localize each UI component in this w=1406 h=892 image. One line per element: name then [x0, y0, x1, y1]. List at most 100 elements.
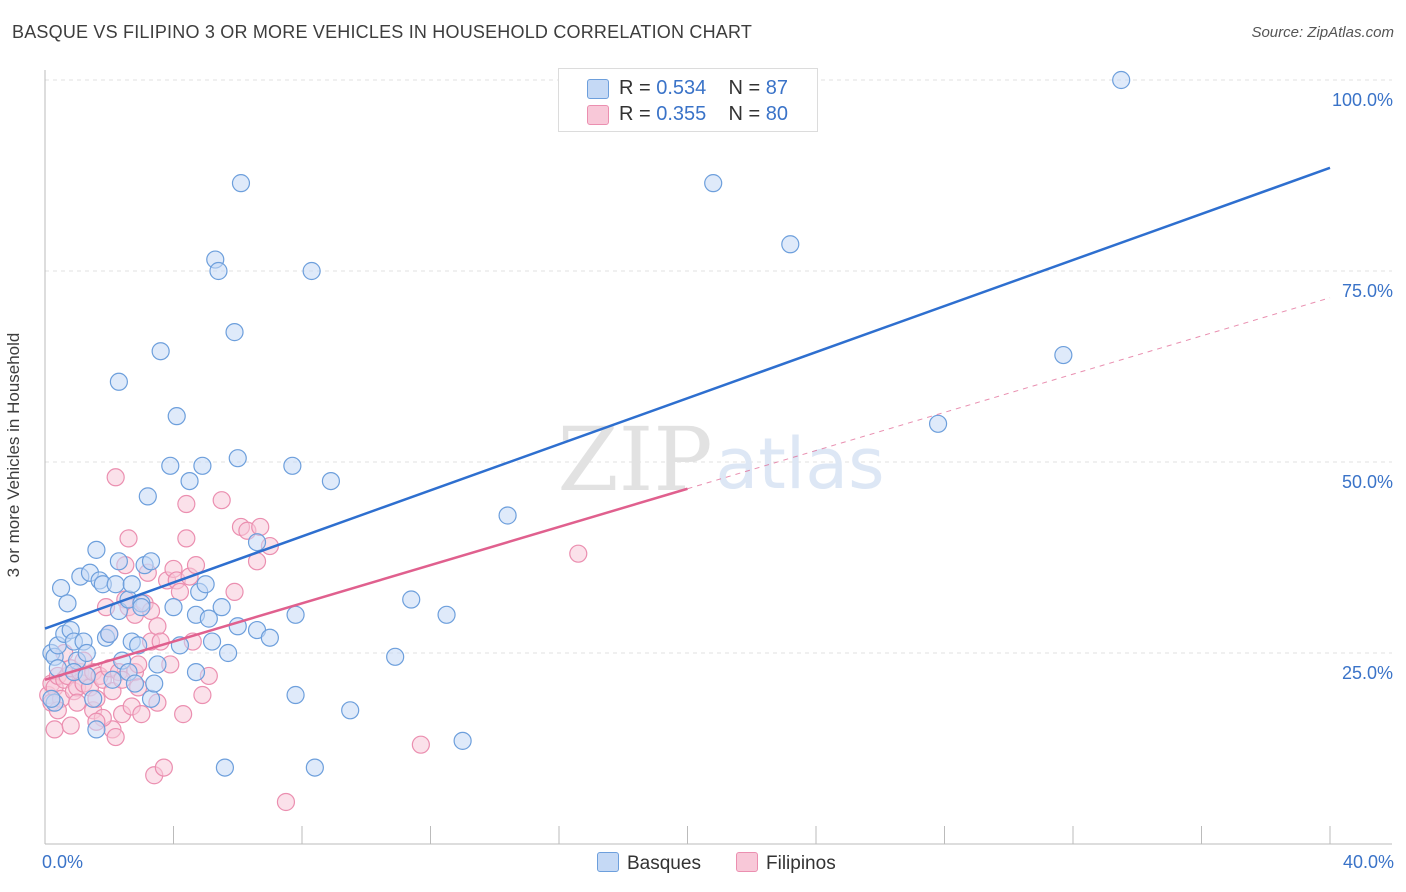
basque-point	[199, 609, 218, 628]
basque-point	[42, 689, 61, 708]
filipino-point	[119, 529, 138, 548]
legend-basque-n-label: N =	[728, 77, 761, 99]
filipino-point	[154, 758, 173, 777]
basque-point	[228, 449, 247, 468]
filipino-trend-line	[44, 487, 688, 681]
basque-point	[1112, 70, 1131, 90]
chart-source: Source: ZipAtlas.com	[1251, 24, 1394, 41]
basque-point	[138, 487, 157, 506]
basque-point	[341, 701, 360, 720]
legend-box: R = 0.534 N = 87 R = 0.355 N = 80	[558, 68, 818, 132]
y-tick-labels: 25.0% 50.0% 75.0% 100.0%	[1332, 90, 1393, 683]
axes	[44, 70, 1392, 845]
y-tick-label-75: 75.0%	[1342, 281, 1393, 301]
legend-filipino-n-value: 80	[765, 103, 789, 125]
basque-point	[51, 578, 71, 598]
legend-filipino-r-value: 0.355	[656, 103, 707, 125]
basque-point	[231, 174, 251, 193]
basque-point	[215, 758, 234, 777]
filipino-point	[148, 617, 167, 636]
filipino-point	[174, 705, 193, 724]
basque-point	[87, 540, 106, 559]
basque-point	[141, 552, 161, 571]
basque-swatch	[587, 79, 609, 99]
basque-point	[186, 662, 206, 682]
watermark: ZIP atlas	[557, 408, 884, 511]
basque-point	[100, 624, 119, 644]
basque-point	[202, 632, 222, 651]
basque-point	[125, 674, 145, 693]
basque-point	[498, 506, 517, 525]
bottom-basque-label: Basques	[627, 853, 701, 874]
filipino-point	[45, 720, 64, 739]
basque-point	[109, 372, 128, 391]
x-tick-max: 40.0%	[1342, 852, 1394, 872]
basque-point	[225, 323, 244, 342]
grid-lines	[45, 79, 1392, 654]
bottom-basque-swatch	[597, 852, 619, 872]
basque-point	[58, 594, 77, 613]
watermark-atlas: atlas	[715, 423, 884, 505]
basque-point	[247, 533, 267, 552]
y-tick-label-100: 100.0%	[1332, 90, 1393, 110]
legend-basque-r-value: 0.534	[656, 77, 707, 99]
basque-point	[283, 456, 302, 475]
chart-title: BASQUE VS FILIPINO 3 OR MORE VEHICLES IN…	[12, 22, 753, 42]
basque-point	[453, 731, 472, 750]
filipino-point	[569, 544, 588, 563]
bottom-filipino-swatch	[736, 852, 758, 872]
legend-basque-n-value: 87	[765, 77, 789, 99]
basque-point	[167, 407, 186, 426]
basque-point	[209, 261, 228, 281]
basque-point	[305, 758, 324, 777]
basque-point	[928, 414, 948, 433]
filipino-point	[251, 517, 270, 537]
basque-point	[386, 647, 405, 666]
trend-lines	[44, 166, 1331, 681]
legend-basque-text: R = 0.534 N = 87	[619, 77, 788, 100]
basque-point	[219, 643, 238, 663]
filipino-point	[177, 494, 196, 514]
basque-point	[161, 456, 180, 475]
basque-point	[193, 456, 212, 475]
filipino-trend-extension	[687, 297, 1331, 490]
basque-point	[286, 605, 305, 624]
y-tick-label-50: 50.0%	[1342, 472, 1393, 492]
legend-filipino-text: R = 0.355 N = 80	[619, 103, 788, 126]
bottom-filipino-label: Filipinos	[766, 853, 836, 874]
basque-point	[151, 342, 170, 361]
basque-point	[1054, 345, 1073, 365]
basque-point	[164, 598, 183, 617]
bottom-legend-filipinos: Filipinos	[736, 852, 836, 875]
filipino-point	[170, 582, 190, 601]
basque-point	[103, 670, 122, 689]
legend-filipino-r-label: R =	[619, 103, 651, 125]
basque-point	[77, 643, 96, 663]
watermark-zip: ZIP	[557, 408, 712, 511]
basque-point	[781, 235, 800, 254]
basque-point	[212, 598, 231, 617]
basque-point	[321, 472, 341, 491]
basque-point	[84, 689, 103, 708]
basque-point	[87, 720, 106, 739]
filipino-point	[212, 491, 231, 510]
filipino-point	[177, 529, 196, 548]
legend-filipino-n-label: N =	[728, 103, 761, 125]
filipino-point	[276, 792, 296, 812]
basque-point	[286, 685, 305, 705]
filipino-swatch	[587, 105, 609, 125]
filipino-point	[225, 582, 244, 601]
basque-point	[402, 590, 421, 609]
basque-point	[148, 655, 167, 674]
basque-point	[145, 674, 164, 693]
basque-point	[302, 261, 321, 281]
filipino-point	[411, 735, 430, 754]
legend-basque-r-label: R =	[619, 77, 651, 99]
y-tick-label-25: 25.0%	[1342, 663, 1393, 683]
basque-point	[141, 689, 161, 708]
basque-trend-line	[44, 166, 1331, 630]
basque-point	[109, 552, 128, 571]
x-tick-min: 0.0%	[42, 852, 84, 872]
basque-point	[132, 598, 151, 617]
filipino-point	[193, 685, 212, 705]
